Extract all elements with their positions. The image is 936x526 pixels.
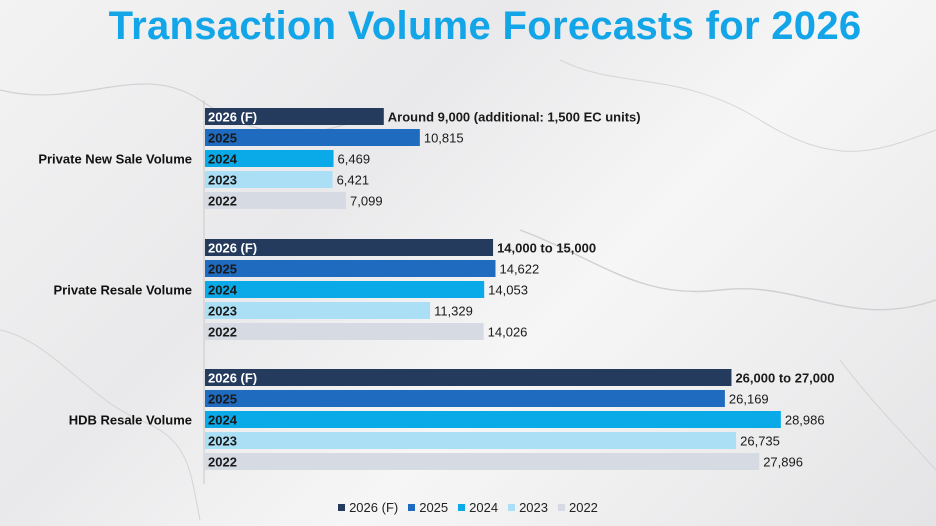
data-label-hdb-resale-volume-2026-f: 26,000 to 27,000 bbox=[735, 371, 834, 386]
bar-private-resale-volume-2024 bbox=[205, 281, 485, 298]
bar-private-resale-volume-2022 bbox=[205, 323, 484, 340]
bar-private-new-sale-volume-2026-f bbox=[205, 108, 384, 125]
data-label-private-resale-volume-2023: 11,329 bbox=[434, 304, 473, 319]
bar-series-label-2023: 2023 bbox=[208, 173, 237, 188]
data-label-private-resale-volume-2022: 14,026 bbox=[488, 325, 528, 340]
data-label-private-resale-volume-2026-f: 14,000 to 15,000 bbox=[497, 241, 596, 256]
data-label-private-new-sale-volume-2026-f: Around 9,000 (additional: 1,500 EC units… bbox=[388, 110, 641, 125]
category-label-hdb-resale-volume: HDB Resale Volume bbox=[69, 413, 192, 428]
bar-private-new-sale-volume-2022 bbox=[205, 192, 347, 209]
legend-label: 2022 bbox=[568, 500, 598, 515]
bar-series-label-2024: 2024 bbox=[208, 283, 238, 298]
bar-hdb-resale-volume-2023 bbox=[205, 432, 737, 449]
bar-private-new-sale-volume-2024 bbox=[205, 150, 334, 167]
bar-private-resale-volume-2025 bbox=[205, 260, 496, 277]
legend-item-2022: 2022 bbox=[557, 500, 598, 515]
category-label-private-resale-volume: Private Resale Volume bbox=[54, 283, 193, 298]
chart-legend: 2026 (F) 2025 2024 2023 2022 bbox=[0, 500, 936, 515]
legend-label: 2024 bbox=[469, 500, 499, 515]
legend-swatch bbox=[557, 504, 565, 511]
bar-series-label-2022: 2022 bbox=[208, 325, 237, 340]
bar-series-label-2025: 2025 bbox=[208, 392, 237, 407]
bar-hdb-resale-volume-2026-f bbox=[205, 369, 732, 386]
data-label-hdb-resale-volume-2022: 27,896 bbox=[763, 455, 803, 470]
legend-item-2024: 2024 bbox=[458, 500, 498, 515]
data-label-private-new-sale-volume-2023: 6,421 bbox=[337, 173, 370, 188]
data-label-hdb-resale-volume-2024: 28,986 bbox=[785, 413, 825, 428]
bar-series-label-2022: 2022 bbox=[208, 194, 237, 209]
bar-series-label-2025: 2025 bbox=[208, 131, 237, 146]
page-title: Transaction Volume Forecasts for 2026 bbox=[108, 4, 862, 48]
bar-series-label-2026-f: 2026 (F) bbox=[208, 241, 257, 256]
legend-item-2026-f: 2026 (F) bbox=[338, 500, 398, 515]
legend-label: 2025 bbox=[419, 500, 449, 515]
bar-series-label-2023: 2023 bbox=[208, 304, 237, 319]
bar-series-label-2022: 2022 bbox=[208, 455, 237, 470]
bar-hdb-resale-volume-2022 bbox=[205, 453, 760, 470]
bar-private-new-sale-volume-2023 bbox=[205, 171, 333, 188]
bar-series-label-2025: 2025 bbox=[208, 262, 237, 277]
data-label-private-new-sale-volume-2024: 6,469 bbox=[338, 152, 371, 167]
legend-label: 2026 (F) bbox=[349, 500, 399, 515]
bar-series-label-2024: 2024 bbox=[208, 152, 238, 167]
bar-series-label-2024: 2024 bbox=[208, 413, 238, 428]
bar-series-label-2023: 2023 bbox=[208, 434, 237, 449]
legend-swatch bbox=[338, 504, 346, 511]
data-label-private-resale-volume-2024: 14,053 bbox=[488, 283, 528, 298]
bar-private-resale-volume-2023 bbox=[205, 302, 431, 319]
bar-private-resale-volume-2026-f bbox=[205, 239, 494, 256]
bar-hdb-resale-volume-2024 bbox=[205, 411, 781, 428]
legend-swatch bbox=[508, 504, 516, 511]
data-label-hdb-resale-volume-2025: 26,169 bbox=[729, 392, 769, 407]
legend-swatch bbox=[458, 504, 466, 511]
bar-private-new-sale-volume-2025 bbox=[205, 129, 420, 146]
legend-item-2023: 2023 bbox=[508, 500, 548, 515]
bar-hdb-resale-volume-2025 bbox=[205, 390, 725, 407]
data-label-private-resale-volume-2025: 14,622 bbox=[499, 262, 539, 277]
bar-series-label-2026-f: 2026 (F) bbox=[208, 110, 257, 125]
legend-swatch bbox=[408, 504, 416, 511]
legend-item-2025: 2025 bbox=[408, 500, 448, 515]
data-label-private-new-sale-volume-2022: 7,099 bbox=[350, 194, 383, 209]
bar-series-label-2026-f: 2026 (F) bbox=[208, 371, 257, 386]
data-label-private-new-sale-volume-2025: 10,815 bbox=[424, 131, 464, 146]
legend-label: 2023 bbox=[519, 500, 548, 515]
data-label-hdb-resale-volume-2023: 26,735 bbox=[740, 434, 780, 449]
category-label-private-new-sale-volume: Private New Sale Volume bbox=[38, 152, 192, 167]
